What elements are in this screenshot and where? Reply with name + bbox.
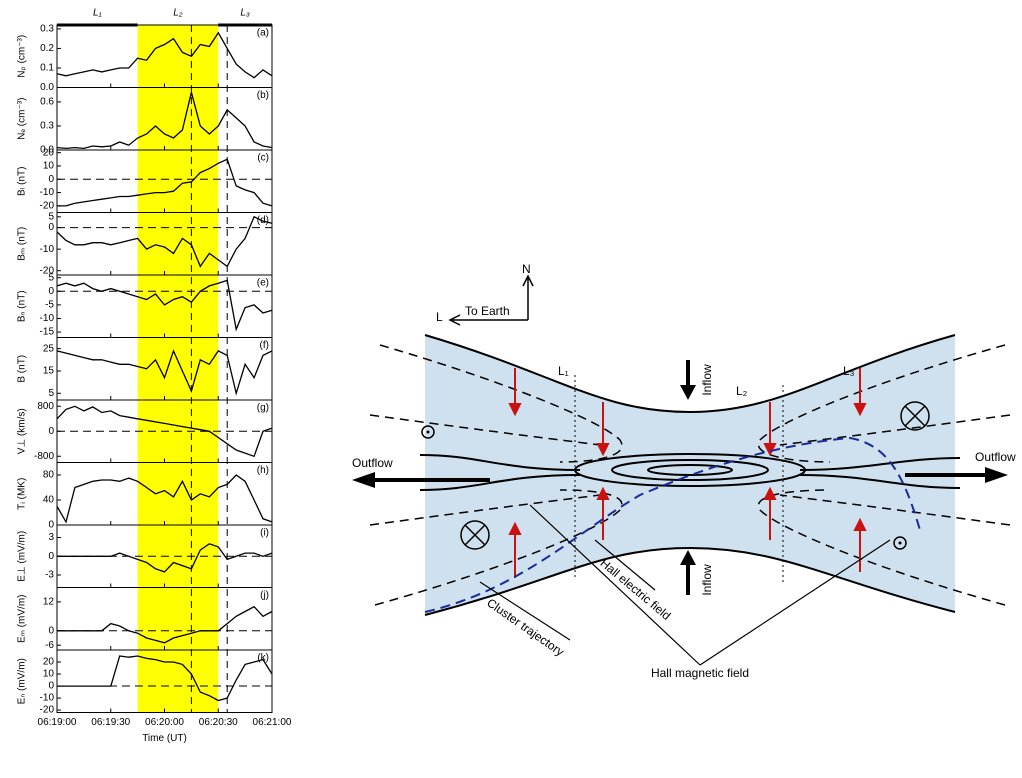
y-tick-label: 5 xyxy=(48,388,54,399)
y-tick-label: -15 xyxy=(40,327,55,338)
y-tick-label: 0.2 xyxy=(40,43,54,54)
y-tick-label: 5 xyxy=(48,272,54,283)
y-axis-title: B (nT) xyxy=(17,355,28,383)
panel-tag: (h) xyxy=(257,465,269,476)
y-tick-label: -6 xyxy=(45,640,54,651)
interval-label: L₁ xyxy=(93,8,102,19)
y-tick-label: 5 xyxy=(48,211,54,222)
y-tick-label: -5 xyxy=(45,300,54,311)
highlight-band xyxy=(138,25,219,713)
inflow-label: Inflow xyxy=(700,364,714,396)
outflow-label: Outflow xyxy=(975,450,1016,464)
dot xyxy=(427,431,430,434)
y-tick-label: -10 xyxy=(40,244,55,255)
x-tick-label: 06:21:00 xyxy=(253,717,292,728)
y-tick-label: 0 xyxy=(48,426,54,437)
y-tick-label: 0.0 xyxy=(40,82,54,93)
outflow-label: Outflow xyxy=(352,456,393,470)
x-tick-label: 06:20:30 xyxy=(199,717,238,728)
y-tick-label: -20 xyxy=(40,705,55,716)
y-tick-label: 0 xyxy=(48,174,54,185)
interval-label: L₃ xyxy=(240,8,250,19)
y-tick-label: 10 xyxy=(43,161,55,172)
interval-label: L₂ xyxy=(173,8,183,19)
y-tick-label: 15 xyxy=(43,366,55,377)
panel-tag: (e) xyxy=(257,278,269,289)
y-tick-label: 80 xyxy=(43,470,55,481)
y-tick-label: -3 xyxy=(45,570,54,581)
y-tick-label: -800 xyxy=(34,451,54,462)
panel-tag: (k) xyxy=(257,653,269,664)
y-tick-label: 3 xyxy=(48,532,54,543)
y-tick-label: -10 xyxy=(40,187,55,198)
panel-tag: (a) xyxy=(257,28,269,39)
y-tick-label: 0.3 xyxy=(40,121,54,132)
y-axis-title: Nₚ (cm⁻³) xyxy=(17,35,28,78)
y-tick-label: 10 xyxy=(43,669,55,680)
y-axis-title: Bₘ (nT) xyxy=(17,227,28,261)
y-tick-label: -10 xyxy=(40,693,55,704)
panel-tag: (f) xyxy=(260,340,269,351)
earthward-label: To Earth xyxy=(465,304,510,318)
y-tick-label: 40 xyxy=(43,495,55,506)
y-tick-label: 12 xyxy=(43,597,55,608)
region-label: L₃ xyxy=(843,364,855,378)
panel-tag: (g) xyxy=(257,403,269,414)
y-axis-title: E⊥ (mV/m) xyxy=(17,531,28,582)
y-tick-label: 20 xyxy=(43,147,55,158)
hall-magnetic-label: Hall magnetic field xyxy=(651,666,749,680)
x-axis-title: Time (UT) xyxy=(142,733,187,744)
panel-tag: (b) xyxy=(257,90,269,101)
panel-tag: (c) xyxy=(257,153,269,164)
region-label: L₁ xyxy=(558,364,569,378)
y-tick-label: 800 xyxy=(37,401,54,412)
y-tick-label: 0 xyxy=(48,520,54,531)
x-tick-label: 06:19:30 xyxy=(91,717,130,728)
y-tick-label: -20 xyxy=(40,200,55,211)
y-axis-title: Nₑ (cm⁻³) xyxy=(17,98,28,140)
hall-electric-label: Hall electric field xyxy=(598,556,674,623)
y-tick-label: 0 xyxy=(48,222,54,233)
y-axis-title: V⊥ (km/s) xyxy=(17,408,28,454)
y-tick-label: 0.3 xyxy=(40,24,54,35)
y-tick-label: 0 xyxy=(48,681,54,692)
region-label: L₂ xyxy=(736,384,748,398)
y-axis-title: Bₙ (nT) xyxy=(17,290,28,322)
trajectory-label: Cluster trajectory xyxy=(484,596,566,659)
panel-tag: (i) xyxy=(260,528,269,539)
y-axis-title: Bₗ (nT) xyxy=(17,167,28,196)
x-tick-label: 06:19:00 xyxy=(38,717,77,728)
north-label: N xyxy=(522,262,531,276)
panel-tag: (j) xyxy=(260,590,269,601)
reconnection-diagram: N L To Earth L₁ L₂ L₃ Inflow Inflow Outf… xyxy=(352,262,1016,680)
y-tick-label: 0.6 xyxy=(40,97,54,108)
l-axis-label: L xyxy=(436,310,443,324)
y-tick-label: 20 xyxy=(43,657,55,668)
y-axis-title: Tᵢ (MK) xyxy=(17,478,28,510)
y-tick-label: -10 xyxy=(40,313,55,324)
y-tick-label: 25 xyxy=(43,343,55,354)
y-axis-title: Eₘ (mV/m) xyxy=(17,595,28,643)
y-tick-label: 0 xyxy=(48,625,54,636)
y-tick-label: 0 xyxy=(48,551,54,562)
y-axis-title: Eₙ (mV/m) xyxy=(17,658,28,704)
y-tick-label: 0.1 xyxy=(40,63,54,74)
x-tick-label: 06:20:00 xyxy=(145,717,184,728)
inflow-label: Inflow xyxy=(700,564,714,596)
y-tick-label: 0 xyxy=(48,286,54,297)
figure: L₁L₂L₃0.00.10.20.3Nₚ (cm⁻³)(a)0.00.30.6N… xyxy=(0,0,1022,778)
dot xyxy=(899,542,902,545)
